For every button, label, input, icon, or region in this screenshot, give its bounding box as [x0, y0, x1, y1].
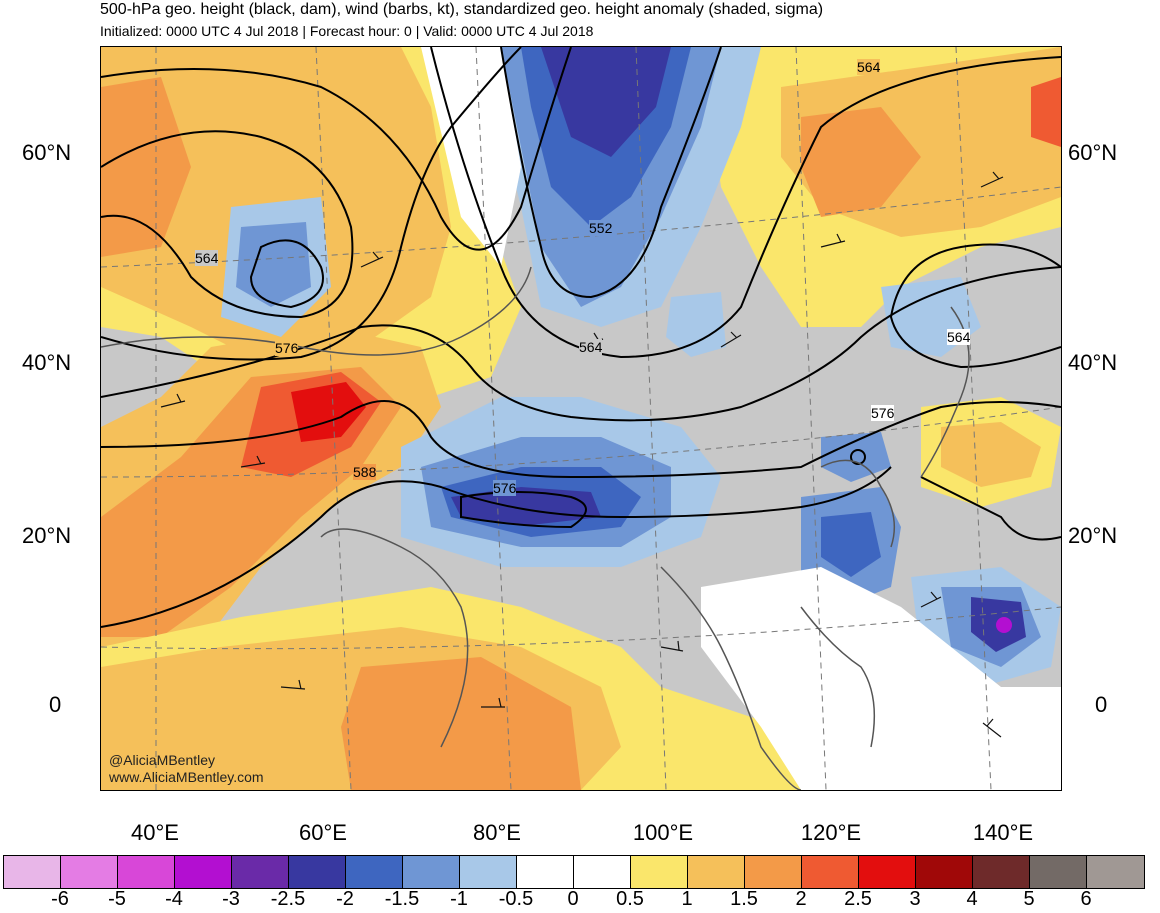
- colorbar-tick-label: 1: [681, 888, 693, 910]
- colorbar-tick-label: -3: [222, 888, 240, 910]
- colorbar-tick-label: -1: [450, 888, 468, 910]
- colorbar-tick-label: 3: [909, 888, 921, 910]
- colorbar-tick-label: -0.5: [498, 888, 534, 910]
- colorbar-swatch: [61, 856, 118, 888]
- colorbar-tick-label: 0: [567, 888, 579, 910]
- colorbar-tick-label: 0.5: [616, 888, 644, 910]
- colorbar-tick-label: 1.5: [730, 888, 758, 910]
- colorbar-swatch: [1030, 856, 1087, 888]
- colorbar-swatch: [175, 856, 232, 888]
- colorbar-tick-label: 4: [966, 888, 978, 910]
- positive-anomaly-shading: [101, 47, 1061, 790]
- contour-label: 576: [493, 480, 517, 496]
- contour-label: 564: [947, 329, 971, 345]
- contour-label: 552: [589, 220, 613, 236]
- contour-label: 564: [857, 59, 881, 75]
- map-canvas: [101, 47, 1061, 790]
- colorbar-swatch: [859, 856, 916, 888]
- colorbar-swatch: [403, 856, 460, 888]
- credit-site: www.AliciaMBentley.com: [109, 769, 264, 785]
- colorbar-swatch: [118, 856, 175, 888]
- negative-anomaly-shading: [221, 47, 1061, 687]
- colorbar-swatch: [517, 856, 574, 888]
- graticule: [101, 47, 1061, 790]
- colorbar-swatch: [4, 856, 61, 888]
- colorbar-tick-label: -4: [165, 888, 183, 910]
- contour-label: 576: [871, 405, 895, 421]
- lat-label-left: 40°N: [22, 350, 72, 375]
- contour-label: 564: [195, 250, 219, 266]
- lon-label: 120°E: [800, 820, 862, 845]
- anomaly-colorbar: [3, 855, 1145, 889]
- colorbar-tick-label: -5: [108, 888, 126, 910]
- colorbar-swatch: [232, 856, 289, 888]
- coastlines: [101, 266, 970, 790]
- contour-label: 576: [275, 340, 299, 356]
- colorbar-swatch: [688, 856, 745, 888]
- lon-label: 140°E: [972, 820, 1034, 845]
- colorbar-tick-label: -6: [51, 888, 69, 910]
- colorbar-tick-label: 2: [795, 888, 807, 910]
- lon-label: 100°E: [632, 820, 694, 845]
- map-subtitle: Initialized: 0000 UTC 4 Jul 2018 | Forec…: [100, 23, 594, 39]
- colorbar-swatch: [916, 856, 973, 888]
- credit-handle: @AliciaMBentley: [109, 752, 216, 768]
- colorbar-swatch: [460, 856, 517, 888]
- colorbar-tick-label: -2: [336, 888, 354, 910]
- colorbar-swatch: [289, 856, 346, 888]
- map-panel: 564 564 552 564 564 576 576 576 588 @Ali…: [100, 46, 1062, 791]
- wind-barbs: [160, 171, 1004, 738]
- contour-label: 564: [579, 339, 603, 355]
- lat-label-right: 0: [1095, 692, 1108, 717]
- colorbar-tick-label: -1.5: [384, 888, 420, 910]
- lon-label: 40°E: [131, 820, 179, 845]
- colorbar-tick-label: -2.5: [270, 888, 306, 910]
- height-contours: [101, 47, 1061, 628]
- lat-label-left: 60°N: [22, 140, 72, 165]
- colorbar-swatch: [973, 856, 1030, 888]
- lat-label-left: 0: [49, 692, 62, 717]
- colorbar-tick-label: 5: [1023, 888, 1035, 910]
- colorbar-swatch: [574, 856, 631, 888]
- lat-label-right: 60°N: [1068, 140, 1118, 165]
- colorbar-swatch: [1087, 856, 1144, 888]
- colorbar-tick-label: 2.5: [844, 888, 872, 910]
- lat-label-left: 20°N: [22, 523, 72, 548]
- colorbar-swatch: [346, 856, 403, 888]
- lon-label: 60°E: [299, 820, 347, 845]
- map-title: 500-hPa geo. height (black, dam), wind (…: [100, 1, 824, 18]
- neutral-anomaly-region: [701, 567, 1061, 790]
- contour-label: 588: [353, 464, 377, 480]
- lat-label-right: 40°N: [1068, 350, 1118, 375]
- colorbar-tick-label: 6: [1080, 888, 1092, 910]
- colorbar-swatch: [745, 856, 802, 888]
- lon-label: 80°E: [473, 820, 521, 845]
- colorbar-swatch: [802, 856, 859, 888]
- colorbar-swatch: [631, 856, 688, 888]
- lat-label-right: 20°N: [1068, 523, 1118, 548]
